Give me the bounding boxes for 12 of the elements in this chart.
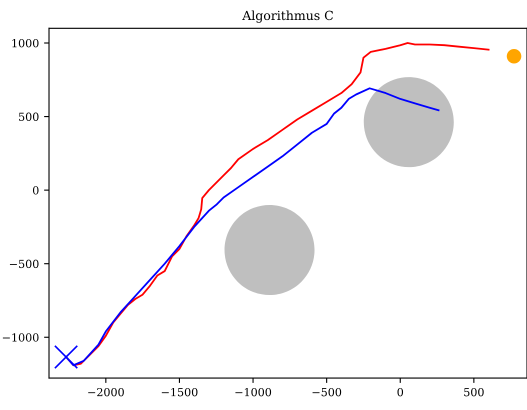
x-tick-label: −1500 [162,388,198,396]
y-tick-label: −500 [10,260,39,268]
y-tick-label: 1000 [12,38,39,48]
x-tick-label: −2000 [88,388,124,396]
x-tick-label: −1000 [235,388,272,396]
y-tick-label: 500 [19,112,39,121]
x-tick-label: 0 [397,388,404,396]
chart-title: Algorithmus C [242,10,333,23]
x-tick-label: 500 [464,388,484,396]
y-tick-label: −1000 [2,333,39,342]
x-tick-label: −500 [312,388,342,396]
y-tick-label: 0 [32,186,39,195]
